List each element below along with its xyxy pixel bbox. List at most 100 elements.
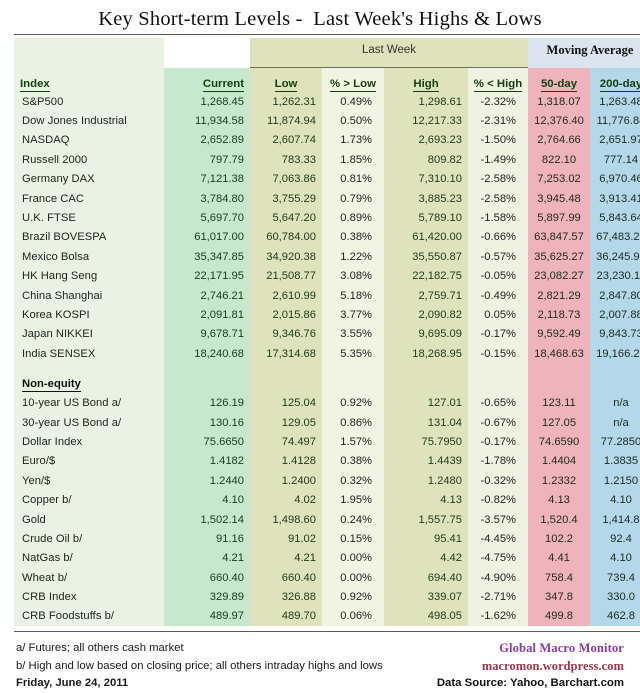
row-low: 17,314.68	[250, 344, 322, 364]
row-ma200: 67,483.23	[590, 227, 640, 248]
row-ma50: 74.6590	[528, 432, 590, 452]
row-ma200: 739.4	[590, 567, 640, 588]
row-ma50: 35,625.27	[528, 247, 590, 267]
row-pct-lt-high: 0.05%	[468, 305, 528, 325]
row-pct-gt-low: 5.18%	[322, 285, 384, 306]
row-ma200: 4.10	[590, 548, 640, 568]
row-ma50: 12,376.40	[528, 111, 590, 131]
row-high: 61,420.00	[384, 227, 468, 248]
row-ma200: n/a	[590, 393, 640, 413]
table-row: France CAC 3,784.80 3,755.29 0.79% 3,885.23-…	[14, 188, 640, 209]
row-name: Crude Oil b/	[14, 529, 164, 549]
row-name: HK Hang Seng	[14, 266, 164, 286]
row-name: Korea KOSPI	[14, 305, 164, 325]
row-high: 127.01	[384, 393, 468, 413]
row-pct-lt-high: -0.17%	[468, 324, 528, 345]
row-pct-lt-high: -0.17%	[468, 432, 528, 452]
table-bottom-rule	[14, 626, 640, 633]
table-row: Brazil BOVESPA 61,017.00 60,784.00 0.38% 61,…	[14, 227, 640, 248]
row-low: 34,920.38	[250, 247, 322, 267]
row-pct-lt-high: -4.45%	[468, 529, 528, 549]
row-high: 3,885.23	[384, 188, 468, 209]
row-low: 489.70	[250, 606, 322, 627]
row-pct-gt-low: 0.06%	[322, 606, 384, 627]
row-high: 35,550.87	[384, 247, 468, 267]
row-current: 2,091.81	[164, 305, 250, 325]
row-ma50: 3,945.48	[528, 188, 590, 209]
brand-url[interactable]: macromon.wordpress.com	[481, 658, 624, 673]
underline-current	[164, 62, 250, 68]
table-row: Mexico Bolsa 35,347.85 34,920.38 1.22% 35,55…	[14, 247, 640, 267]
row-name: France CAC	[14, 188, 164, 209]
section-gap-row	[14, 363, 640, 375]
attribution: Global Macro Monitor macromon.wordpress.…	[437, 640, 624, 693]
table-row: Japan NIKKEI 9,678.71 9,346.76 3.55% 9,695.0…	[14, 324, 640, 345]
row-current: 329.89	[164, 587, 250, 607]
row-current: 130.16	[164, 412, 250, 433]
group-header-moving-average: Moving Average	[528, 38, 640, 62]
row-name: CRB Foodstuffs b/	[14, 606, 164, 627]
row-pct-lt-high: -2.32%	[468, 92, 528, 112]
levels-table-body: Last Week Moving Average Index Current L…	[14, 34, 640, 633]
row-name: Mexico Bolsa	[14, 247, 164, 267]
column-header-index: Index	[14, 67, 164, 92]
row-high: 1.2480	[384, 471, 468, 491]
row-pct-gt-low: 0.89%	[322, 208, 384, 228]
row-high: 2,090.82	[384, 305, 468, 325]
row-pct-gt-low: 0.86%	[322, 412, 384, 433]
row-high: 498.05	[384, 606, 468, 627]
row-name: NASDAQ	[14, 130, 164, 151]
row-current: 489.97	[164, 606, 250, 627]
row-ma50: 18,468.63	[528, 344, 590, 364]
row-low: 3,755.29	[250, 188, 322, 209]
row-high: 4.42	[384, 548, 468, 568]
row-low: 1,498.60	[250, 509, 322, 530]
row-name: Russell 2000	[14, 150, 164, 170]
row-ma200: 11,776.84	[590, 111, 640, 131]
row-current: 91.16	[164, 529, 250, 549]
row-high: 22,182.75	[384, 266, 468, 286]
row-ma200: 330.0	[590, 587, 640, 607]
table-top-rule	[14, 34, 640, 38]
table-row: U.K. FTSE 5,697.70 5,647.20 0.89% 5,789.10 -1…	[14, 208, 640, 228]
row-pct-lt-high: -1.50%	[468, 130, 528, 151]
column-header-row: Index Current Low % > Low High % < High …	[14, 67, 640, 92]
row-high: 7,310.10	[384, 169, 468, 189]
row-ma50: 2,118.73	[528, 305, 590, 325]
row-high: 75.7950	[384, 432, 468, 452]
row-pct-gt-low: 1.57%	[322, 432, 384, 452]
row-ma50: 1.4404	[528, 451, 590, 472]
row-name: CRB Index	[14, 587, 164, 607]
row-ma50: 822.10	[528, 150, 590, 170]
underline-moving-average	[528, 62, 640, 68]
group-header-row: Last Week Moving Average	[14, 38, 640, 62]
row-pct-gt-low: 1.85%	[322, 150, 384, 170]
group-header-last-week: Last Week	[250, 38, 528, 62]
row-ma50: 127.05	[528, 412, 590, 433]
row-name: S&P500	[14, 92, 164, 112]
row-name: Dollar Index	[14, 432, 164, 452]
row-low: 21,508.77	[250, 266, 322, 286]
row-ma50: 9,592.49	[528, 324, 590, 345]
section-label: Non-equity	[14, 374, 164, 394]
row-current: 2,652.89	[164, 130, 250, 151]
row-pct-lt-high: -0.57%	[468, 247, 528, 267]
row-pct-gt-low: 0.38%	[322, 451, 384, 472]
row-current: 2,746.21	[164, 285, 250, 306]
row-ma200: 9,843.73	[590, 324, 640, 345]
row-pct-gt-low: 3.77%	[322, 305, 384, 325]
row-pct-lt-high: -1.49%	[468, 150, 528, 170]
row-pct-gt-low: 0.92%	[322, 587, 384, 607]
row-ma50: 758.4	[528, 567, 590, 588]
row-current: 4.10	[164, 490, 250, 510]
row-high: 2,759.71	[384, 285, 468, 306]
row-pct-gt-low: 5.35%	[322, 344, 384, 364]
row-pct-gt-low: 0.32%	[322, 471, 384, 491]
row-ma50: 4.13	[528, 490, 590, 510]
row-current: 660.40	[164, 567, 250, 588]
row-ma200: 1,414.8	[590, 509, 640, 530]
row-ma50: 1,520.4	[528, 509, 590, 530]
row-pct-gt-low: 0.79%	[322, 188, 384, 209]
row-current: 4.21	[164, 548, 250, 568]
row-low: 1,262.31	[250, 92, 322, 112]
